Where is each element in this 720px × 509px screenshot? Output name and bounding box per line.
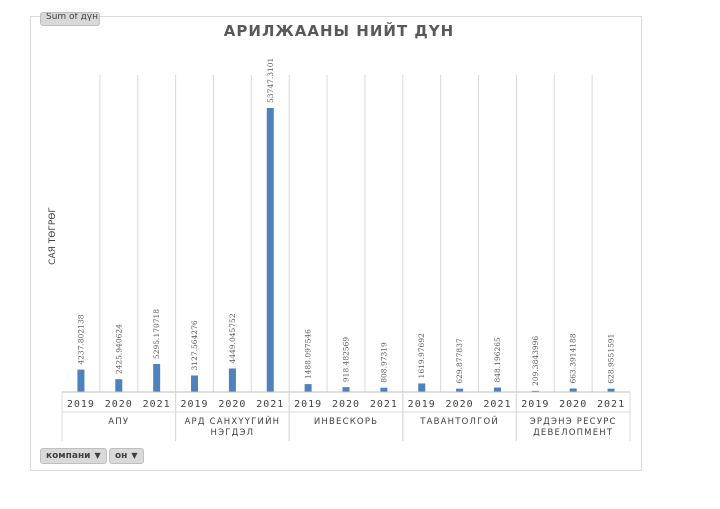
year-tick-label: 2019 — [521, 399, 549, 410]
bar[interactable] — [418, 383, 426, 392]
company-filter-button[interactable]: компани ▼ — [40, 448, 107, 464]
chart-title: АРИЛЖААНЫ НИЙТ ДҮН — [224, 21, 454, 40]
data-label: 2425.940624 — [114, 324, 123, 374]
data-label: 848.196265 — [493, 337, 502, 383]
bar[interactable] — [607, 388, 615, 392]
company-category-label: ТАВАНТОЛГОЙ — [419, 415, 499, 427]
data-label: 3127.564276 — [190, 320, 199, 370]
data-label: 663.3914188 — [569, 333, 578, 383]
dropdown-arrow-icon: ▼ — [131, 451, 138, 460]
year-tick-label: 2021 — [597, 399, 625, 410]
bar[interactable] — [380, 387, 388, 392]
value-field-label: Sum of дүн — [46, 12, 99, 22]
year-filter-label: он — [115, 451, 128, 461]
bar[interactable] — [77, 369, 85, 392]
year-tick-label: 2021 — [256, 399, 284, 410]
year-tick-label: 2021 — [483, 399, 511, 410]
data-label: 918.482569 — [342, 337, 351, 383]
company-category-label: ИНВЕСКОРЬ — [314, 417, 378, 427]
company-category-label: АРД САНХҮҮГИЙН — [185, 415, 281, 427]
company-category-label: НЭГДЭЛ — [211, 428, 255, 438]
year-tick-label: 2020 — [559, 399, 587, 410]
bar[interactable] — [115, 379, 123, 392]
bar[interactable] — [456, 388, 464, 392]
chart-area — [30, 16, 642, 471]
data-label: 4237.802138 — [76, 314, 85, 364]
bar[interactable] — [493, 387, 501, 392]
year-tick-label: 2019 — [67, 399, 95, 410]
bar[interactable] — [569, 388, 577, 392]
year-tick-label: 2019 — [180, 399, 208, 410]
year-tick-label: 2019 — [294, 399, 322, 410]
year-tick-label: 2021 — [370, 399, 398, 410]
value-field-button[interactable]: Sum of дүн — [40, 12, 100, 26]
company-category-label: АПУ — [108, 417, 129, 427]
year-tick-label: 2020 — [218, 399, 246, 410]
bar[interactable] — [304, 384, 312, 392]
bar[interactable] — [153, 364, 161, 392]
dropdown-arrow-icon: ▼ — [94, 451, 101, 460]
bar[interactable] — [228, 368, 236, 392]
year-tick-label: 2020 — [446, 399, 474, 410]
data-label: 628.9551591 — [607, 334, 616, 384]
year-tick-label: 2019 — [408, 399, 436, 410]
data-label: 209.3843996 — [531, 336, 540, 386]
bar[interactable] — [266, 108, 274, 392]
data-label: 629.877837 — [455, 338, 464, 384]
data-label: 4449.045752 — [228, 313, 237, 363]
company-filter-label: компани — [46, 451, 91, 461]
data-label: 808.97319 — [379, 342, 388, 383]
data-label: 53747.3101 — [266, 58, 275, 103]
company-category-label: ДЕВЕЛОПМЕНТ — [533, 428, 613, 438]
year-tick-label: 2020 — [105, 399, 133, 410]
year-tick-label: 2020 — [332, 399, 360, 410]
year-filter-button[interactable]: он ▼ — [109, 448, 144, 464]
bar[interactable] — [531, 390, 539, 392]
year-tick-label: 2021 — [143, 399, 171, 410]
data-label: 1488.097546 — [304, 329, 313, 379]
data-label: 5295.170718 — [152, 309, 161, 359]
y-axis-label: САЯ ТӨГРӨГ — [48, 207, 58, 265]
company-category-label: ЭРДЭНЭ РЕСУРС — [530, 417, 617, 427]
bar[interactable] — [342, 387, 350, 392]
bar[interactable] — [191, 375, 199, 392]
data-label: 1619.97692 — [417, 333, 426, 379]
